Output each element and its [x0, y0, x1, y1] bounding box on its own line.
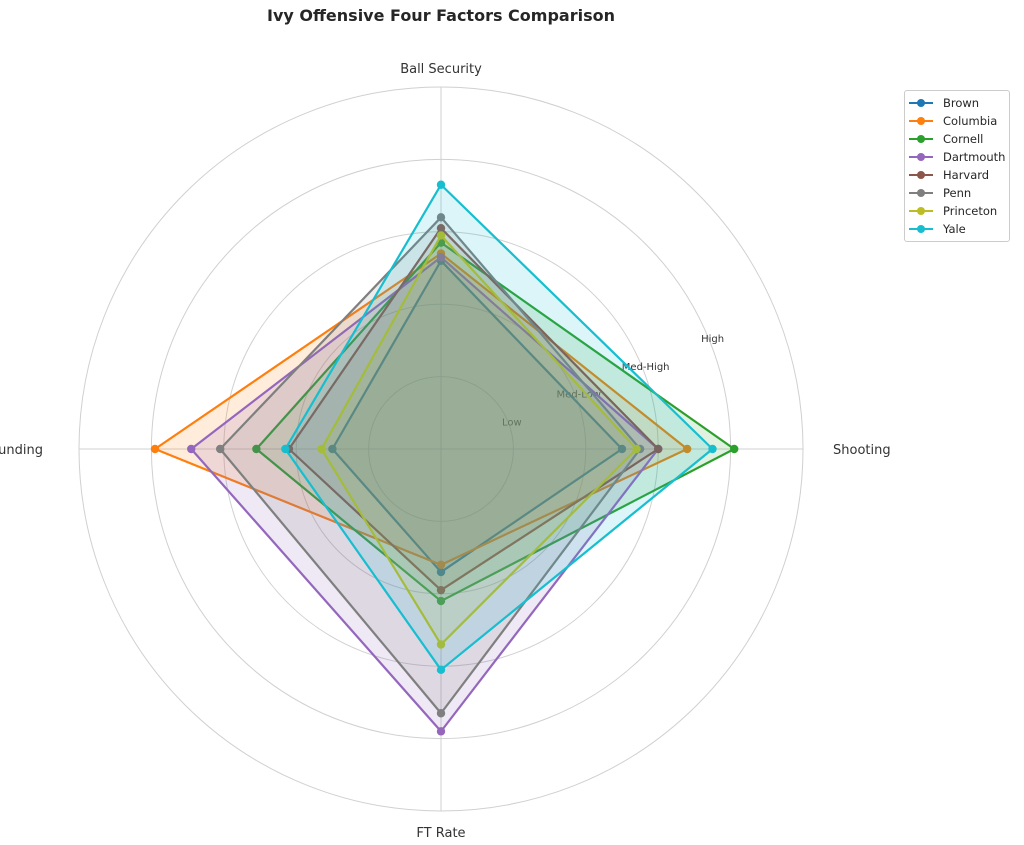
- data-point: [682, 444, 692, 454]
- legend-swatch: [909, 225, 933, 233]
- legend-swatch: [909, 207, 933, 215]
- legend-swatch: [909, 171, 933, 179]
- ring-label: Med-High: [622, 362, 670, 373]
- data-point: [708, 444, 717, 454]
- ring-label: Med-Low: [557, 390, 601, 401]
- data-point: [150, 444, 160, 454]
- legend-item: Columbia: [909, 112, 1005, 130]
- ring-label: High: [701, 334, 724, 345]
- data-point: [436, 180, 446, 189]
- legend-item: Penn: [909, 184, 1005, 202]
- data-point: [436, 231, 446, 240]
- legend-item: Princeton: [909, 202, 1005, 220]
- legend-swatch: [909, 153, 933, 161]
- legend-label: Yale: [943, 222, 966, 236]
- data-point: [436, 223, 446, 233]
- legend: Brown Columbia Cornell Dartmouth Harvard Penn…: [904, 90, 1011, 242]
- legend-label: Brown: [943, 96, 980, 110]
- legend-item: Cornell: [909, 130, 1005, 148]
- legend-label: Cornell: [943, 132, 984, 146]
- data-point: [436, 567, 446, 577]
- legend-label: Dartmouth: [943, 150, 1006, 164]
- data-point: [436, 727, 446, 736]
- data-point: [187, 444, 196, 454]
- series-yale: [281, 180, 717, 675]
- data-point: [730, 444, 739, 454]
- legend-swatch: [909, 99, 933, 107]
- axis-label: Shooting: [833, 443, 891, 458]
- series-columbia: [150, 249, 692, 570]
- legend-label: Princeton: [943, 204, 998, 218]
- axis-labels: Shooting Ball Security Off Rebounding FT Ra…: [0, 62, 891, 841]
- data-point: [436, 640, 446, 649]
- data-point: [281, 444, 290, 454]
- chart-title: Ivy Offensive Four Factors Comparison: [266, 6, 615, 25]
- series-brown: [328, 256, 627, 577]
- legend-label: Penn: [943, 186, 972, 200]
- legend-item: Dartmouth: [909, 148, 1005, 166]
- data-point: [654, 444, 663, 454]
- data-point: [632, 444, 641, 454]
- axis-label: FT Rate: [416, 826, 465, 841]
- data-point: [436, 213, 446, 222]
- legend-item: Brown: [909, 94, 1005, 112]
- data-point: [436, 709, 446, 718]
- legend-label: Harvard: [943, 168, 990, 182]
- legend-swatch: [909, 117, 933, 125]
- series-princeton: [317, 231, 641, 649]
- series-cornell: [252, 238, 739, 606]
- legend-item: Yale: [909, 220, 1005, 238]
- data-point: [215, 444, 225, 454]
- legend-swatch: [909, 135, 933, 143]
- ring-label: Low: [502, 417, 522, 428]
- axis-label: Ball Security: [400, 62, 482, 77]
- axis-label: Off Rebounding: [0, 443, 43, 458]
- data-point: [436, 585, 446, 595]
- series-layer: [150, 180, 739, 736]
- data-point: [328, 444, 337, 454]
- series-dartmouth: [187, 252, 663, 736]
- data-point: [436, 665, 446, 675]
- data-point: [317, 444, 326, 454]
- legend-label: Columbia: [943, 114, 998, 128]
- ring-labels: Low Med-Low Med-High High: [502, 334, 724, 428]
- legend-item: Harvard: [909, 166, 1005, 184]
- legend-swatch: [909, 189, 933, 197]
- data-point: [436, 596, 446, 606]
- data-point: [436, 560, 446, 570]
- data-point: [436, 252, 446, 262]
- data-point: [617, 444, 627, 454]
- data-point: [252, 444, 261, 454]
